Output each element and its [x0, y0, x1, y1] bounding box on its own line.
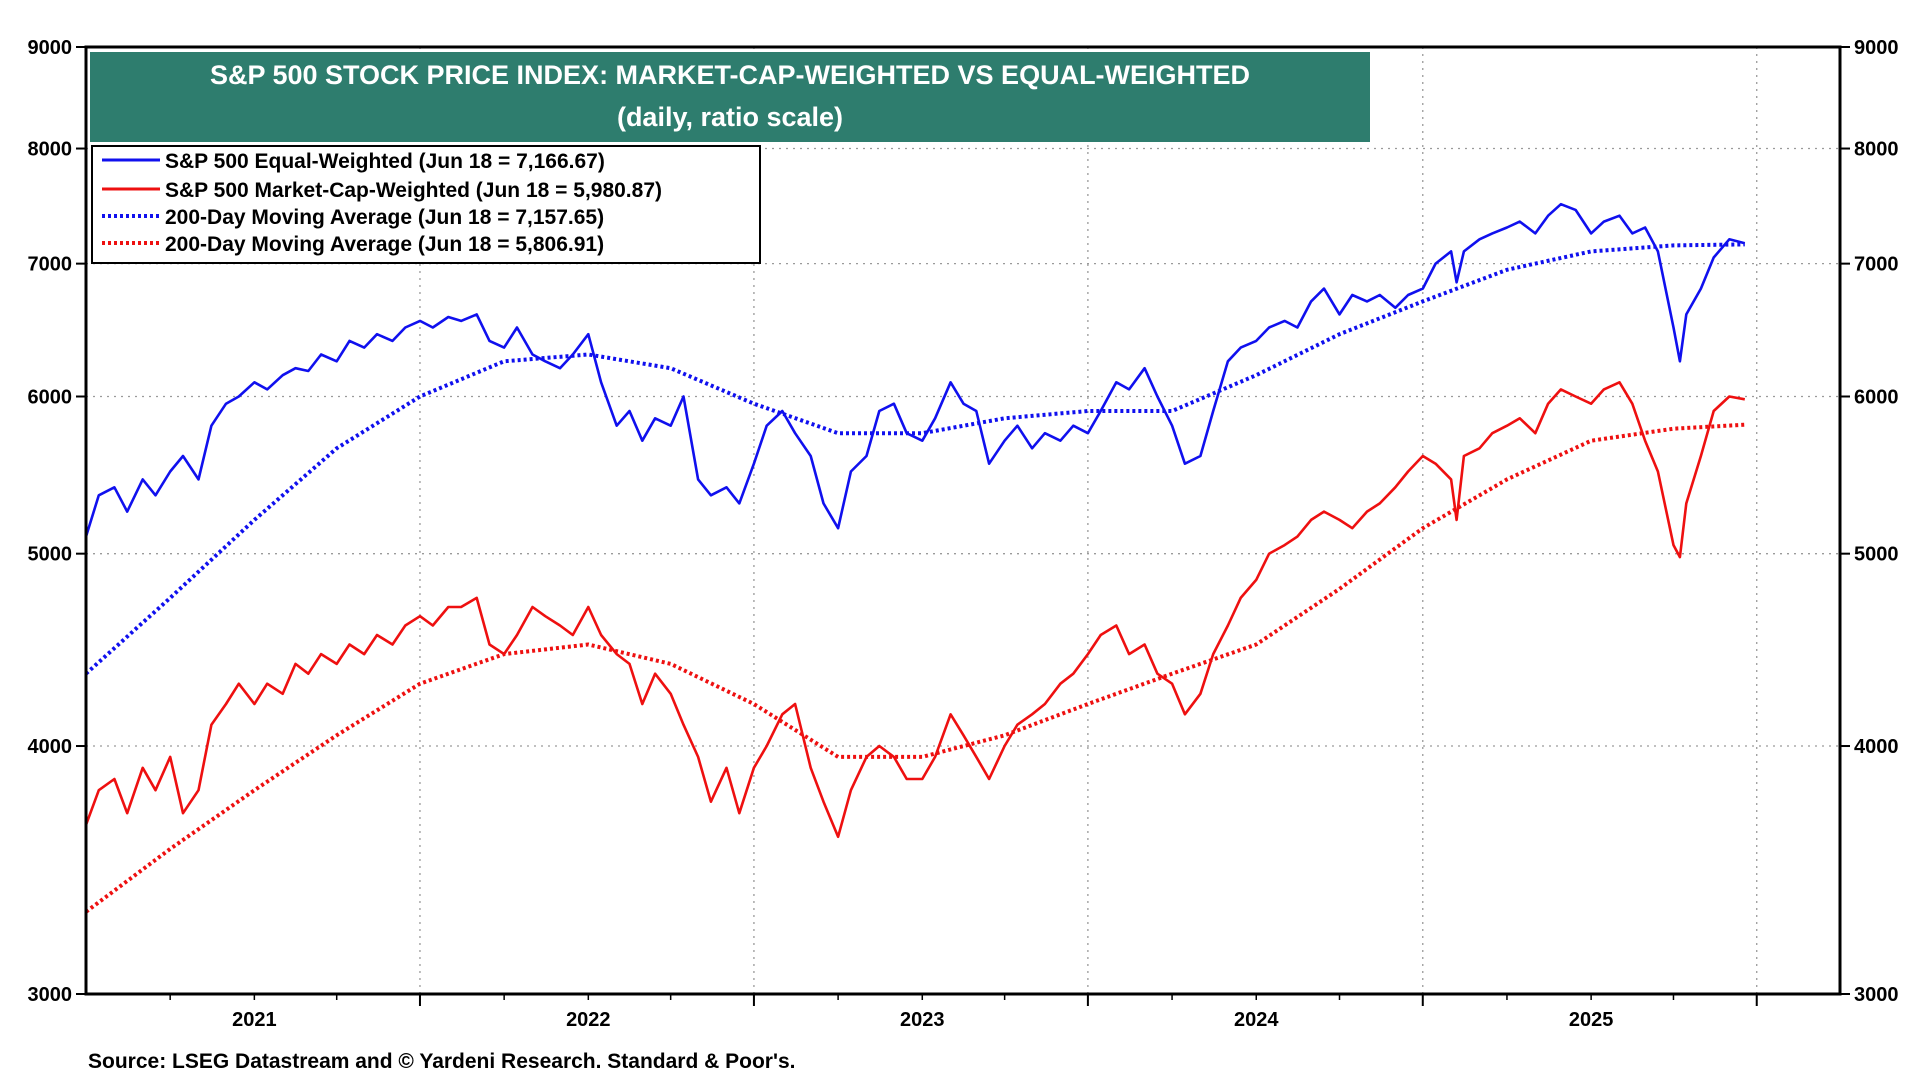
y-tick-label-left: 7000 [28, 254, 73, 276]
x-tick-label: 2021 [232, 1009, 277, 1031]
legend-label-equal: S&P 500 Equal-Weighted (Jun 18 = 7,166.6… [165, 150, 605, 173]
series-lines [84, 202, 1746, 914]
axes: 3000 3000 4000 4000 5000 5000 6000 6000 7000 7000… [28, 37, 1899, 1031]
y-tick-label-left: 6000 [28, 387, 73, 409]
plot-frame [84, 45, 1842, 996]
source-note: Source: LSEG Datastream and © Yardeni Re… [88, 1050, 795, 1073]
chart-title: S&P 500 STOCK PRICE INDEX: MARKET-CAP-WE… [210, 60, 1250, 90]
series-line [84, 380, 1746, 839]
y-tick-label-left: 9000 [28, 37, 73, 59]
y-tick-label-left: 4000 [28, 736, 73, 758]
x-tick-label: 2022 [566, 1009, 611, 1031]
y-tick-label-right: 7000 [1854, 254, 1899, 276]
y-tick-label-right: 4000 [1854, 736, 1899, 758]
x-tick-label: 2024 [1234, 1009, 1279, 1031]
series-line [84, 202, 1746, 537]
legend-box [91, 145, 761, 264]
x-tick-label: 2025 [1569, 1009, 1614, 1031]
y-tick-label-right: 9000 [1854, 37, 1899, 59]
legend-label-cap-ma: 200-Day Moving Average (Jun 18 = 5,806.9… [165, 233, 604, 256]
legend-label-equal-ma: 200-Day Moving Average (Jun 18 = 7,157.6… [165, 206, 604, 229]
y-tick-label-left: 3000 [28, 984, 73, 1006]
grid-lines [86, 47, 1840, 994]
legend-label-cap: S&P 500 Market-Cap-Weighted (Jun 18 = 5,… [165, 179, 662, 202]
chart-subtitle: (daily, ratio scale) [617, 102, 843, 132]
y-tick-label-right: 8000 [1854, 139, 1899, 161]
y-tick-label-left: 5000 [28, 544, 73, 566]
title-box: S&P 500 STOCK PRICE INDEX: MARKET-CAP-WE… [90, 52, 1370, 142]
y-tick-label-right: 6000 [1854, 387, 1899, 409]
y-tick-label-right: 3000 [1854, 984, 1899, 1006]
series-line [84, 242, 1745, 676]
legend: S&P 500 Equal-Weighted (Jun 18 = 7,166.6… [91, 145, 761, 264]
y-tick-label-left: 8000 [28, 139, 73, 161]
y-tick-label-right: 5000 [1854, 544, 1899, 566]
x-tick-label: 2023 [900, 1009, 945, 1031]
